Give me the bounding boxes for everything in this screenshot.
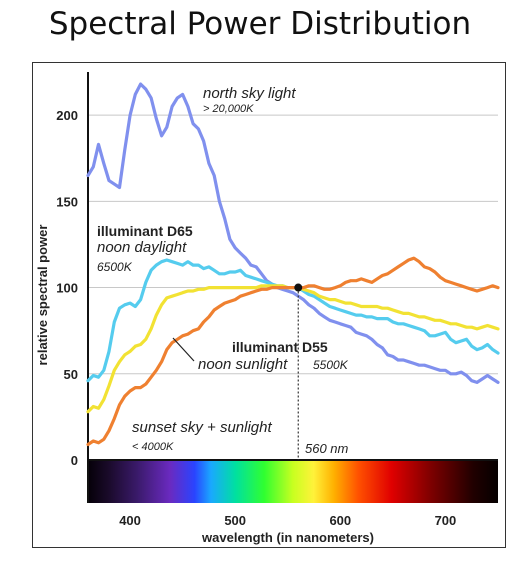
north-sky-temp: > 20,000K <box>203 103 254 115</box>
d55-name: illuminant D55 <box>232 339 328 355</box>
d55-temp: 5500K <box>313 358 349 372</box>
visible-spectrum-band <box>88 460 498 503</box>
series-lines <box>86 82 500 447</box>
sunset-name: sunset sky + sunlight <box>132 419 272 436</box>
y-tick-150: 150 <box>56 194 78 209</box>
x-axis-label: wavelength (in nanometers) <box>201 530 374 545</box>
d55-pointer <box>172 337 195 362</box>
x-tick-labels: 400 500 600 700 <box>119 513 456 528</box>
y-tick-200: 200 <box>56 108 78 123</box>
sunset-line <box>86 256 500 447</box>
d55-desc: noon sunlight <box>198 356 288 373</box>
y-axis-label: relative spectral power <box>35 225 50 366</box>
north-sky-name: north sky light <box>203 85 296 102</box>
y-tick-labels: 0 50 100 150 200 <box>56 108 78 468</box>
x-tick-600: 600 <box>329 513 351 528</box>
d65-desc: noon daylight <box>97 239 187 256</box>
x-tick-700: 700 <box>435 513 457 528</box>
x-tick-400: 400 <box>119 513 141 528</box>
marker-label: 560 nm <box>305 441 349 456</box>
y-tick-50: 50 <box>64 367 78 382</box>
y-tick-100: 100 <box>56 281 78 296</box>
sunset-temp: < 4000K <box>132 441 174 453</box>
marker-point <box>294 283 303 292</box>
x-tick-500: 500 <box>224 513 246 528</box>
chart-title: Spectral Power Distribution <box>48 6 472 42</box>
d65-temp: 6500K <box>97 260 133 274</box>
north-sky-line <box>86 82 500 384</box>
d65-name: illuminant D65 <box>97 223 193 239</box>
y-tick-0: 0 <box>71 453 78 468</box>
